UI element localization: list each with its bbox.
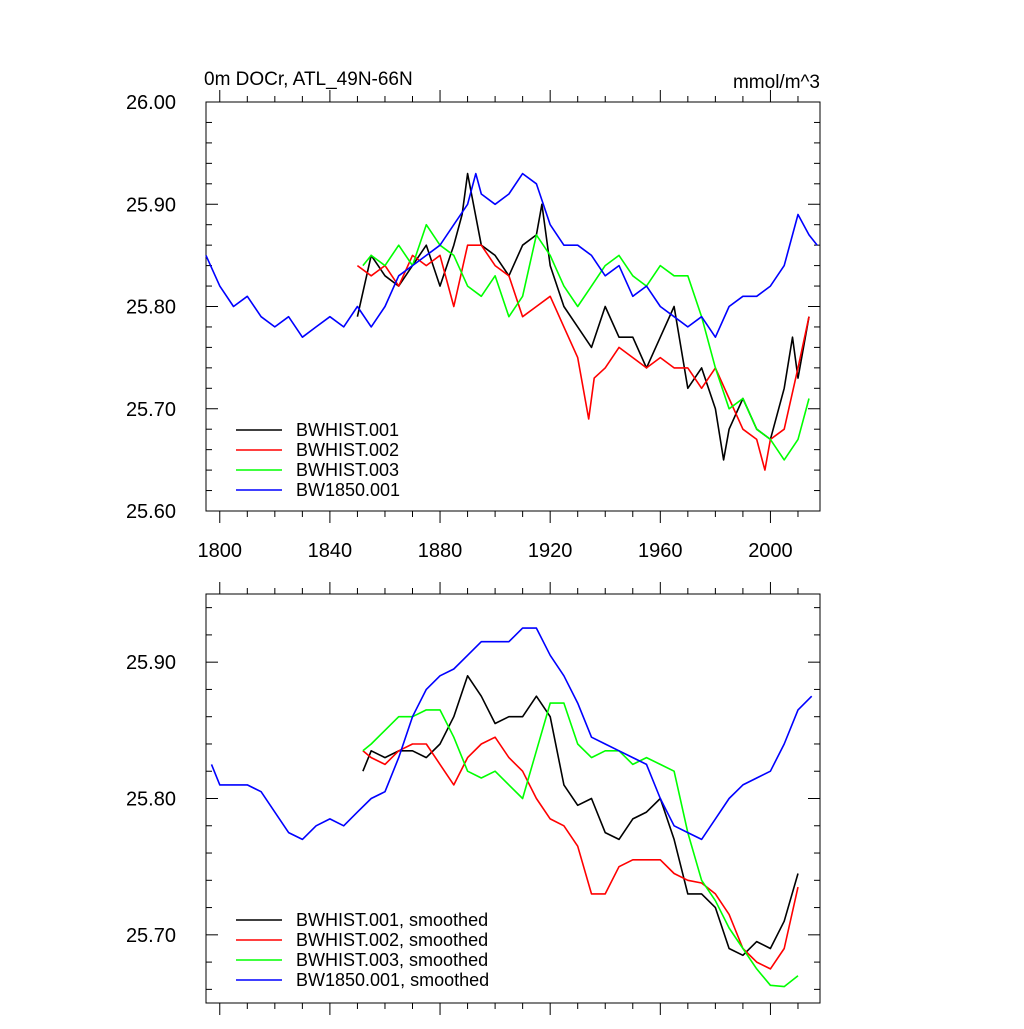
legend-label: BWHIST.002 — [296, 440, 399, 460]
legend-label: BW1850.001 — [296, 480, 400, 500]
top-panel: 0m DOCr, ATL_49N-66N mmol/m^3 25.60 25.70… — [126, 69, 821, 562]
x-tick-label: 1800 — [198, 540, 243, 562]
chart-title: 0m DOCr, ATL_49N-66N — [204, 69, 413, 90]
series-line-bwhist-001-smoothed — [362, 674, 799, 957]
legend-label: BWHIST.003, smoothed — [296, 950, 488, 970]
series-line-bw1850-001-smoothed — [210, 627, 813, 841]
units-label: mmol/m^3 — [733, 72, 820, 93]
y-tick-label: 25.90 — [126, 652, 176, 674]
series-line-bwhist-002 — [356, 244, 810, 471]
y-tick-label: 25.70 — [126, 399, 176, 421]
legend-label: BWHIST.001, smoothed — [296, 910, 488, 930]
legend-label: BWHIST.001 — [296, 420, 399, 440]
legend-label: BWHIST.002, smoothed — [296, 930, 488, 950]
y-tick-label: 25.80 — [126, 789, 176, 811]
series-line-bwhist-002-smoothed — [362, 736, 799, 970]
series-line-bw1850-001 — [205, 172, 818, 339]
y-tick-label: 25.90 — [126, 194, 176, 216]
series-line-bwhist-003 — [362, 223, 810, 461]
legend-label: BWHIST.003 — [296, 460, 399, 480]
y-tick-label: 25.70 — [126, 925, 176, 947]
x-tick-label: 1920 — [528, 540, 573, 562]
y-tick-label: 25.60 — [126, 501, 176, 523]
series-line-bwhist-001 — [356, 172, 810, 461]
x-tick-label: 1880 — [418, 540, 463, 562]
x-tick-label: 1960 — [638, 540, 683, 562]
legend-label: BW1850.001, smoothed — [296, 970, 489, 990]
x-tick-label: 1840 — [308, 540, 353, 562]
x-tick-label: 2000 — [748, 540, 793, 562]
series-line-bwhist-003-smoothed — [362, 702, 799, 988]
y-tick-label: 25.80 — [126, 297, 176, 319]
y-tick-label: 26.00 — [126, 92, 176, 114]
